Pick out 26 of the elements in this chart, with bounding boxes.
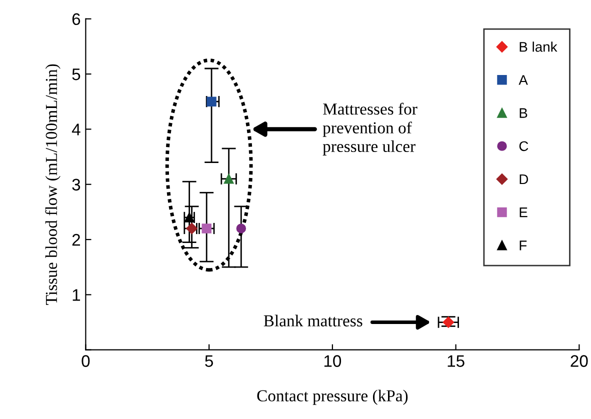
legend-label: B (520, 108, 528, 118)
y-tick-label: 4 (72, 124, 80, 136)
legend-label: F (520, 240, 527, 250)
y-tick-label: 5 (72, 68, 80, 80)
x-tick-label: 15 (448, 355, 464, 367)
y-tick-label: 3 (72, 178, 80, 191)
legend-label: D (520, 174, 528, 184)
point (202, 224, 212, 234)
legend-label: A (518, 75, 528, 85)
point (206, 96, 216, 106)
y-tick-label: 6 (72, 13, 80, 26)
x-axis-title: Contact pressure (kPa) (257, 390, 408, 405)
x-tick-label: 20 (570, 355, 588, 367)
y-tick-label: 2 (72, 234, 80, 246)
annotation: Mattresses for prevention of pressure ulcer (322, 102, 418, 156)
y-tick-label: 1 (72, 289, 80, 301)
annotation: Blank mattress (264, 314, 362, 326)
point (236, 224, 246, 234)
legend-label: E (520, 208, 528, 218)
x-tick-label: 5 (205, 355, 213, 367)
x-tick-label: 0 (82, 355, 90, 367)
x-tick-label: 10 (324, 355, 342, 367)
y-axis-title: Tissue blood flow (mL/100mL/min) (45, 64, 60, 305)
point (224, 174, 234, 184)
legend-label: B lank (520, 42, 558, 52)
legend-label: C (519, 141, 528, 152)
